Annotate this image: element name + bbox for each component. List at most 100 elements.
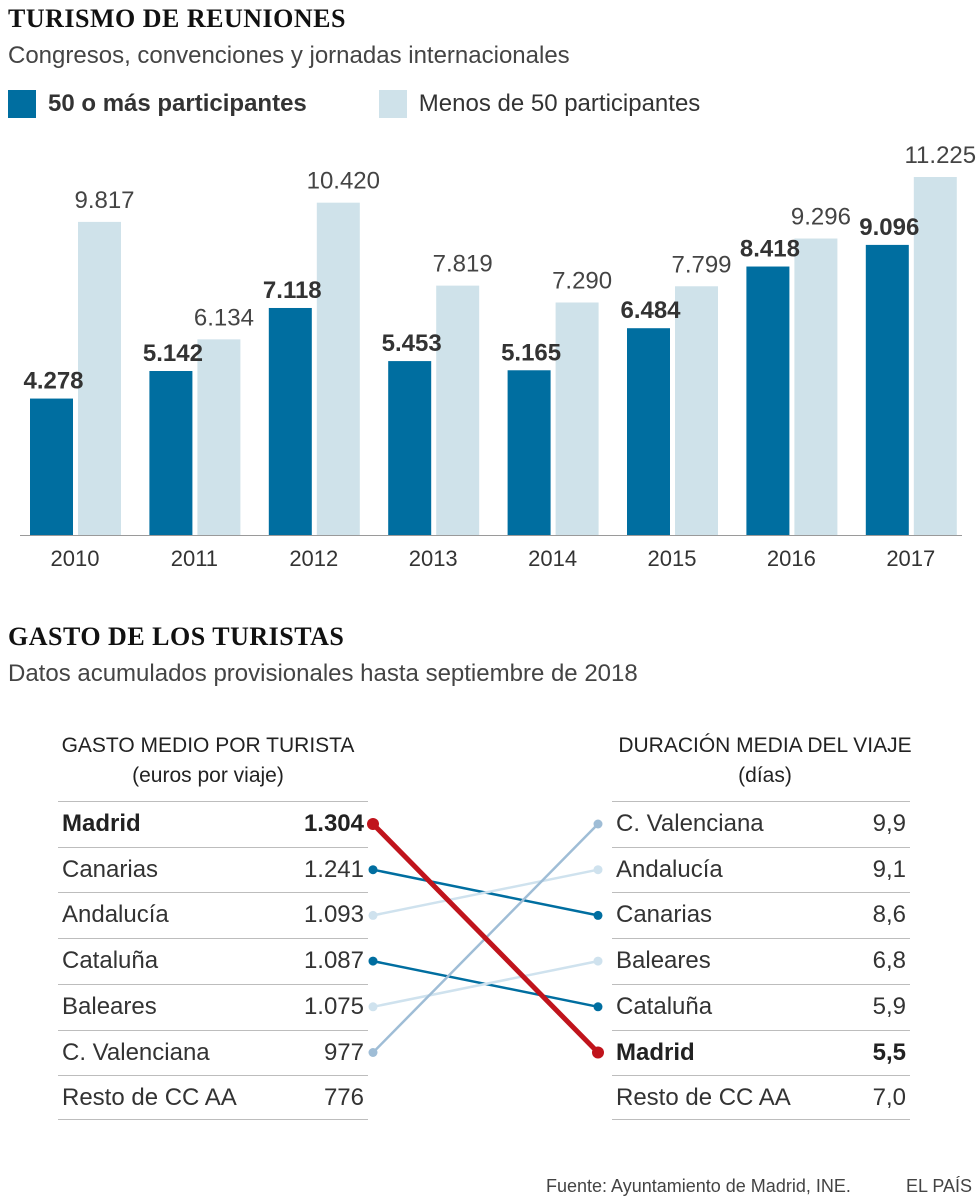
connector-dot-right-c-valenciana [593,819,603,829]
connector-dot-left-c-valenciana [368,1048,378,1057]
connector-canarias [372,868,599,917]
left-table-row: Canarias 1.241 [58,846,368,892]
right-table-region: Madrid [616,1038,695,1066]
right-table-row: Andalucía 9,1 [612,846,910,892]
left-table-value: 1.304 [303,810,364,837]
left-table: Madrid 1.304 Canarias 1.241 Andalucía 1.093 Ca… [58,801,368,1121]
right-table-value: 8,6 [872,901,906,929]
connector-baleares [372,959,599,1009]
left-table-unit: (euros por viaje) [132,764,284,787]
bar-large-2015 [627,328,670,535]
label-large-2011: 5.142 [143,340,203,367]
right-table-value: 7,0 [872,1083,906,1111]
bar-large-2011 [149,371,193,535]
bar-chart: 4.278 9.817 2010 5.142 6.134 2011 7.118 10.420 2… [20,142,976,571]
left-table-value: 1.241 [303,855,364,883]
connector-c-valenciana [372,823,599,1054]
left-table-value: 1.075 [303,992,364,1020]
bar-small-2013 [436,285,480,535]
connector-andaluc-a [372,868,599,917]
label-small-2015: 7.799 [671,251,731,278]
x-tick-2012: 2012 [289,546,338,571]
left-table-region: Baleares [62,992,157,1020]
bar-large-2013 [388,361,432,535]
bar-small-2016 [794,238,838,535]
left-table-value: 776 [323,1083,364,1111]
label-small-2012: 10.420 [307,168,380,195]
left-table-region: Canarias [62,855,159,883]
right-table-header: DURACIÓN MEDIA DEL VIAJE (días) [590,731,940,791]
legend-swatch-small [378,90,407,118]
right-table-region: Andalucía [616,855,723,883]
left-table-region: C. Valenciana [62,1038,210,1066]
right-table-region: Resto de CC AA [616,1083,791,1111]
left-table-value: 1.093 [303,901,364,929]
connector-dot-left-madrid [367,818,379,830]
connector-dot-right-andaluc-a [593,865,603,875]
legend-label-small: Menos de 50 participantes [418,90,701,117]
left-table-region: Andalucía [62,901,169,929]
x-tick-2013: 2013 [409,546,458,571]
x-tick-2016: 2016 [767,546,816,571]
left-table-row: Andalucía 1.093 [58,892,368,937]
left-table-row: Madrid 1.304 [58,801,368,846]
bar-small-2011 [197,339,241,535]
bar-small-2017 [913,177,957,535]
left-table-row: Cataluña 1.087 [58,938,368,983]
left-table-region: Resto de CC AA [62,1083,237,1111]
left-table-region: Madrid [62,810,141,837]
right-table-region: C. Valenciana [616,810,764,837]
left-table-row: C. Valenciana 977 [58,1029,368,1075]
label-small-2017: 11.225 [904,142,976,169]
x-tick-2011: 2011 [171,546,218,571]
bar-large-2014 [507,370,551,535]
right-table-value: 9,9 [872,810,906,837]
legend-swatch-large [8,90,36,118]
connector-dot-right-canarias [593,910,603,920]
label-large-2015: 6.484 [620,297,681,324]
bar-small-2014 [555,302,599,535]
bar-small-2010 [78,221,121,536]
right-table-row: C. Valenciana 9,9 [612,801,910,846]
x-tick-2014: 2014 [528,546,577,571]
right-table-value: 5,5 [872,1038,906,1066]
label-small-2014: 7.290 [552,267,612,294]
left-table-value: 1.087 [303,947,364,975]
connector-dot-left-catalu-a [368,956,378,966]
bar-large-2012 [268,307,312,535]
bar-small-2012 [316,202,360,535]
right-table-row: Cataluña 5,9 [612,983,910,1029]
label-large-2010: 4.278 [23,368,83,395]
label-small-2016: 9.296 [791,204,851,231]
label-small-2011: 6.134 [194,304,254,331]
connector-madrid [371,822,600,1055]
connector-dot-right-madrid [592,1046,604,1059]
connector-dot-right-baleares [593,956,603,966]
legend-label-large: 50 o más participantes [48,90,307,117]
chart2-title: GASTO DE LOS TURISTAS [8,622,345,651]
label-large-2016: 8.418 [740,236,800,263]
connector-dot-left-canarias [368,865,378,875]
right-table-value: 5,9 [872,992,906,1020]
left-table-heading: GASTO MEDIO POR TURISTA [61,734,355,757]
bar-large-2010 [30,398,73,535]
left-table-header: GASTO MEDIO POR TURISTA (euros por viaje… [38,731,378,791]
x-tick-2015: 2015 [648,546,697,571]
connector-catalu-a [372,959,599,1009]
connector-dot-left-baleares [368,1002,378,1012]
left-table-region: Cataluña [62,947,159,975]
bar-large-2017 [865,244,909,536]
right-table-row: Baleares 6,8 [612,938,910,983]
left-table-row: Resto de CC AA 776 [58,1075,368,1121]
chart1-title: TURISMO DE REUNIONES [8,4,346,33]
right-table-heading: DURACIÓN MEDIA DEL VIAJE [618,734,912,757]
legend-item-large: 50 o más participantes [8,90,307,118]
right-table-row: Canarias 8,6 [612,892,910,937]
right-table: C. Valenciana 9,9 Andalucía 9,1 Canarias 8,6 B… [612,801,910,1121]
right-table-row: Madrid 5,5 [612,1029,910,1075]
connector-dot-right-catalu-a [593,1002,603,1012]
chart1-subtitle: Congresos, convenciones y jornadas inter… [8,42,570,69]
label-large-2013: 5.453 [382,330,442,357]
right-table-value: 6,8 [872,947,906,975]
right-table-region: Cataluña [616,992,713,1020]
